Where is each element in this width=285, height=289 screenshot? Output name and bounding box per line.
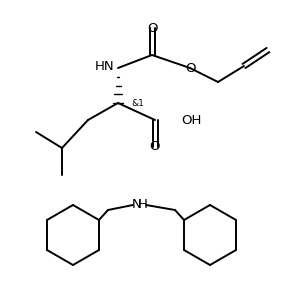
Text: OH: OH — [181, 114, 201, 127]
Text: &1: &1 — [131, 99, 144, 108]
Text: HN: HN — [94, 60, 114, 73]
Text: O: O — [150, 140, 160, 153]
Text: N: N — [132, 199, 142, 212]
Text: O: O — [185, 62, 195, 75]
Text: O: O — [147, 21, 157, 34]
Text: H: H — [138, 199, 148, 212]
